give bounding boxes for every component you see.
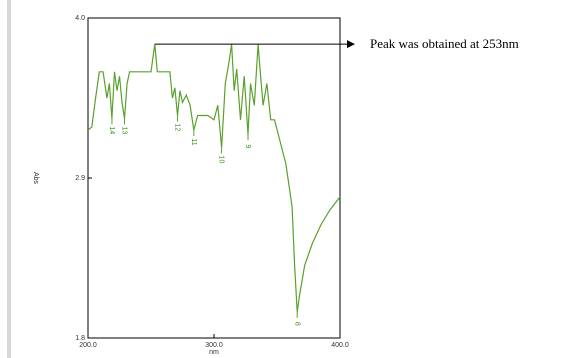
annotation-text: Peak was obtained at 253nm: [370, 36, 519, 51]
peak-label: 12: [174, 124, 181, 132]
x-tick-label: 400.0: [331, 342, 349, 349]
peak-label: 10: [218, 156, 225, 164]
peak-label: 13: [121, 126, 128, 134]
x-axis-label: nm: [209, 349, 219, 356]
x-tick-label: 300.0: [205, 342, 223, 349]
y-tick-label: 4.0: [75, 15, 85, 22]
side-bar: [7, 0, 11, 358]
spectrum-line: [87, 44, 341, 312]
plot-frame: [87, 17, 341, 339]
peak-label: 9: [244, 144, 251, 148]
peak-label: 8: [293, 322, 300, 326]
y-axis-label: Abs: [32, 172, 39, 185]
peak-label: 11: [190, 138, 197, 145]
peak-label: 14: [108, 126, 115, 134]
x-tick-label: 200.0: [79, 342, 97, 349]
y-tick-label: 1.8: [75, 335, 85, 342]
arrow-head: [347, 40, 355, 49]
y-tick-label: 2.9: [75, 175, 85, 182]
